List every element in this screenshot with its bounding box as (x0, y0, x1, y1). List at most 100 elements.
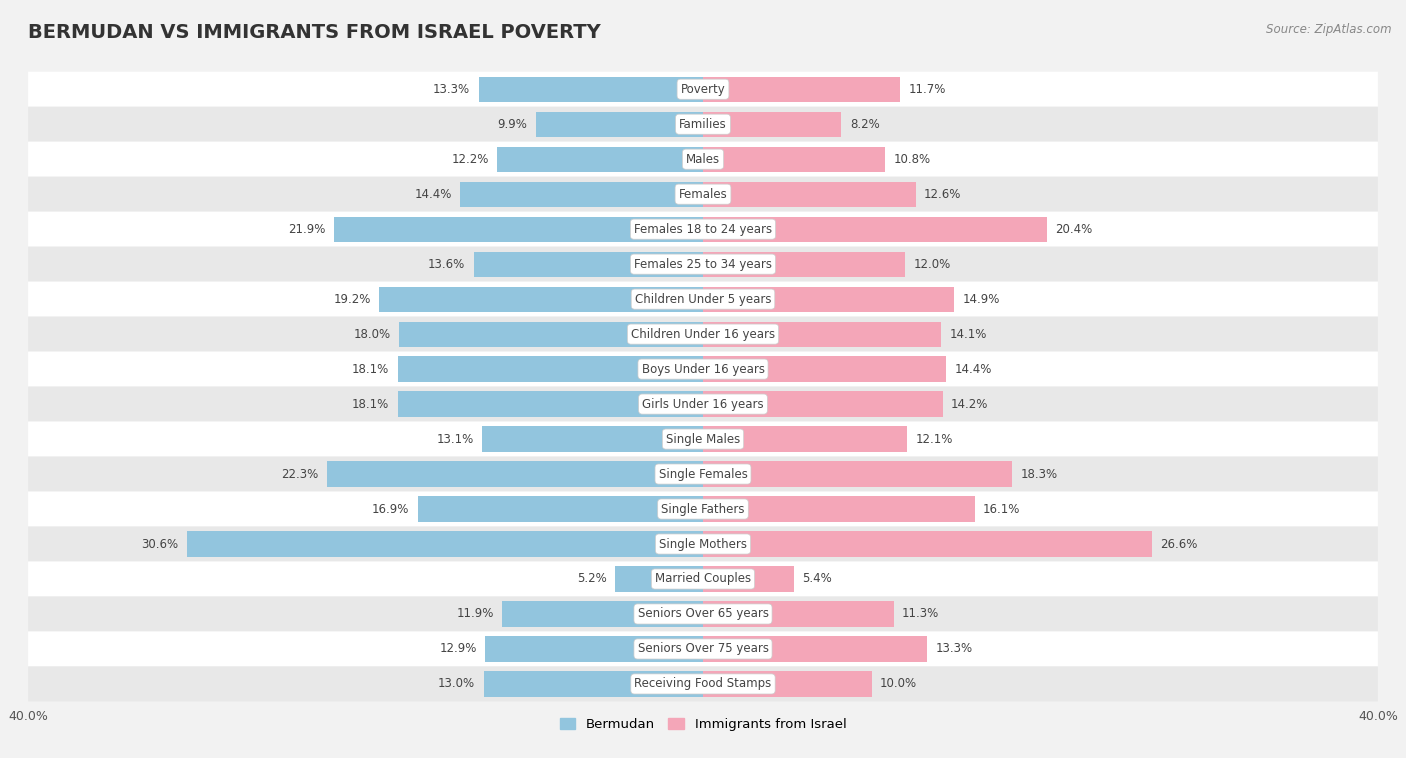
Text: Single Females: Single Females (658, 468, 748, 481)
Text: 12.0%: 12.0% (914, 258, 950, 271)
Text: 26.6%: 26.6% (1160, 537, 1198, 550)
Text: 13.1%: 13.1% (436, 433, 474, 446)
Bar (703, 427, 907, 452)
Text: 11.3%: 11.3% (903, 607, 939, 621)
Bar (399, 321, 703, 346)
Text: Single Mothers: Single Mothers (659, 537, 747, 550)
Text: Girls Under 16 years: Girls Under 16 years (643, 398, 763, 411)
Text: Children Under 5 years: Children Under 5 years (634, 293, 772, 305)
Bar (478, 77, 703, 102)
Bar (187, 531, 703, 556)
Bar (460, 182, 703, 207)
Bar (485, 637, 703, 662)
Text: 14.1%: 14.1% (949, 327, 987, 340)
Bar (703, 146, 886, 172)
Text: 19.2%: 19.2% (333, 293, 371, 305)
Text: 18.0%: 18.0% (354, 327, 391, 340)
Bar (333, 217, 703, 242)
Text: Families: Families (679, 117, 727, 130)
Text: Females: Females (679, 188, 727, 201)
Bar (703, 321, 941, 346)
Bar (703, 111, 841, 136)
Bar (418, 496, 703, 522)
Text: Source: ZipAtlas.com: Source: ZipAtlas.com (1267, 23, 1392, 36)
Bar (703, 182, 915, 207)
Text: 12.9%: 12.9% (440, 643, 477, 656)
Text: Children Under 16 years: Children Under 16 years (631, 327, 775, 340)
Text: 18.1%: 18.1% (352, 398, 389, 411)
FancyBboxPatch shape (28, 246, 1378, 282)
Text: Females 25 to 34 years: Females 25 to 34 years (634, 258, 772, 271)
FancyBboxPatch shape (28, 142, 1378, 177)
Text: 14.4%: 14.4% (955, 362, 991, 375)
Bar (482, 427, 703, 452)
Bar (703, 496, 974, 522)
FancyBboxPatch shape (28, 527, 1378, 562)
Text: 14.2%: 14.2% (950, 398, 988, 411)
Text: Receiving Food Stamps: Receiving Food Stamps (634, 678, 772, 691)
Bar (703, 356, 946, 382)
Text: 5.4%: 5.4% (803, 572, 832, 585)
Bar (398, 356, 703, 382)
FancyBboxPatch shape (28, 317, 1378, 352)
Text: 21.9%: 21.9% (288, 223, 325, 236)
Text: 30.6%: 30.6% (141, 537, 179, 550)
FancyBboxPatch shape (28, 631, 1378, 666)
Text: 16.1%: 16.1% (983, 503, 1021, 515)
Text: 12.2%: 12.2% (451, 152, 489, 166)
FancyBboxPatch shape (28, 72, 1378, 107)
FancyBboxPatch shape (28, 421, 1378, 456)
FancyBboxPatch shape (28, 387, 1378, 421)
Text: 13.3%: 13.3% (433, 83, 470, 96)
Text: Boys Under 16 years: Boys Under 16 years (641, 362, 765, 375)
Bar (703, 531, 1152, 556)
Bar (703, 637, 928, 662)
Text: Males: Males (686, 152, 720, 166)
FancyBboxPatch shape (28, 352, 1378, 387)
Text: 11.7%: 11.7% (908, 83, 946, 96)
Text: 14.4%: 14.4% (415, 188, 451, 201)
Bar (703, 601, 894, 627)
Text: Married Couples: Married Couples (655, 572, 751, 585)
Text: 22.3%: 22.3% (281, 468, 318, 481)
Bar (398, 391, 703, 417)
Text: Single Males: Single Males (666, 433, 740, 446)
Text: 18.3%: 18.3% (1021, 468, 1057, 481)
Text: 13.0%: 13.0% (439, 678, 475, 691)
Text: 10.8%: 10.8% (894, 152, 931, 166)
Bar (474, 252, 703, 277)
Text: 8.2%: 8.2% (849, 117, 880, 130)
FancyBboxPatch shape (28, 282, 1378, 317)
Text: Single Fathers: Single Fathers (661, 503, 745, 515)
Text: 5.2%: 5.2% (576, 572, 607, 585)
Text: 11.9%: 11.9% (457, 607, 494, 621)
Bar (703, 287, 955, 312)
Bar (380, 287, 703, 312)
Text: Seniors Over 65 years: Seniors Over 65 years (637, 607, 769, 621)
Bar (703, 672, 872, 697)
Bar (703, 252, 905, 277)
Legend: Bermudan, Immigrants from Israel: Bermudan, Immigrants from Israel (554, 713, 852, 737)
FancyBboxPatch shape (28, 562, 1378, 597)
Text: 14.9%: 14.9% (963, 293, 1000, 305)
FancyBboxPatch shape (28, 666, 1378, 701)
Text: Poverty: Poverty (681, 83, 725, 96)
Bar (703, 391, 942, 417)
Text: 10.0%: 10.0% (880, 678, 917, 691)
Text: 18.1%: 18.1% (352, 362, 389, 375)
Bar (703, 217, 1047, 242)
Text: 12.1%: 12.1% (915, 433, 953, 446)
Bar (703, 77, 900, 102)
FancyBboxPatch shape (28, 211, 1378, 246)
FancyBboxPatch shape (28, 107, 1378, 142)
Text: 20.4%: 20.4% (1056, 223, 1092, 236)
Text: 9.9%: 9.9% (498, 117, 527, 130)
FancyBboxPatch shape (28, 456, 1378, 491)
Text: BERMUDAN VS IMMIGRANTS FROM ISRAEL POVERTY: BERMUDAN VS IMMIGRANTS FROM ISRAEL POVER… (28, 23, 600, 42)
Bar (498, 146, 703, 172)
Bar (536, 111, 703, 136)
Text: 12.6%: 12.6% (924, 188, 962, 201)
FancyBboxPatch shape (28, 491, 1378, 527)
Bar (484, 672, 703, 697)
Text: Females 18 to 24 years: Females 18 to 24 years (634, 223, 772, 236)
